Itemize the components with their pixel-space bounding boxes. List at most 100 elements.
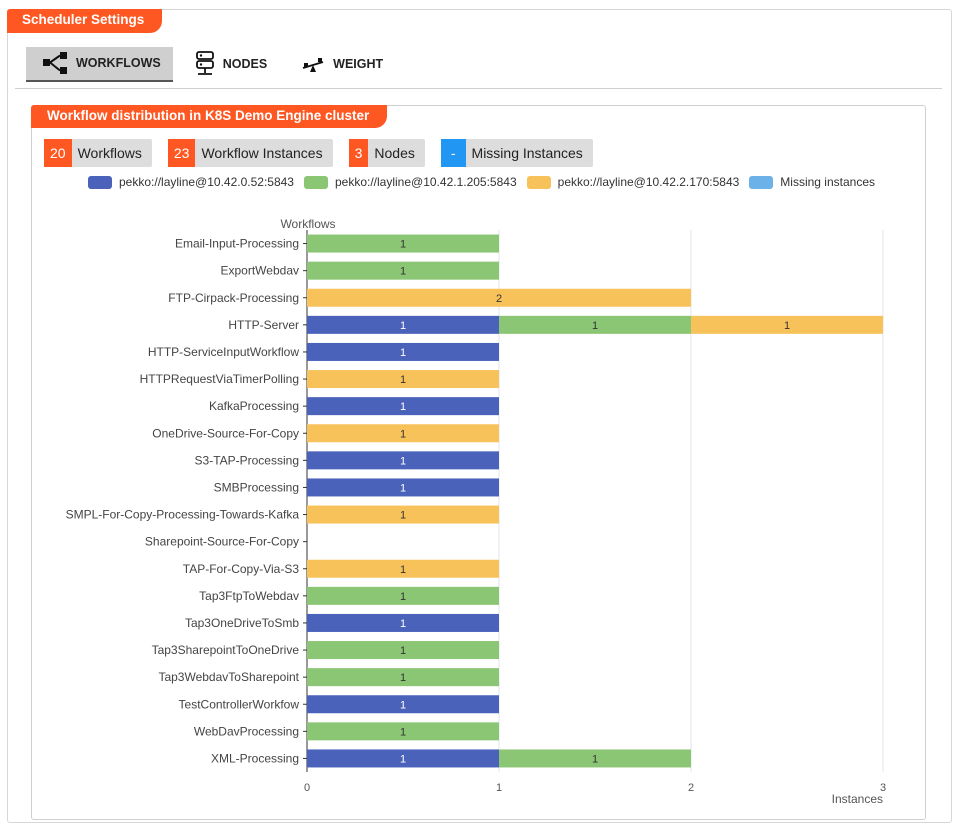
panel-title: Workflow distribution in K8S Demo Engine…	[31, 105, 388, 128]
scheduler-settings-title: Scheduler Settings	[7, 9, 163, 33]
bar-value-label: 1	[400, 428, 406, 440]
bar-value-label: 1	[784, 320, 790, 332]
stat-instances-value: 23	[167, 139, 196, 167]
bar-value-label: 1	[400, 455, 406, 467]
category-label: HTTP-Server	[228, 318, 299, 332]
category-label: Tap3OneDriveToSmb	[185, 616, 299, 630]
legend-label: pekko://layline@10.42.1.205:5843	[334, 175, 517, 189]
bar-value-label: 1	[400, 510, 406, 522]
bar-segment	[307, 370, 499, 389]
workflow-share-icon	[43, 52, 67, 74]
legend-swatch	[303, 175, 328, 189]
bar-segment	[307, 641, 499, 660]
category-label: Sharepoint-Source-For-Copy	[145, 535, 299, 549]
category-label: SMBProcessing	[214, 480, 299, 494]
stat-instances: 23 Workflow Instances	[167, 139, 333, 167]
bar-segment	[307, 342, 499, 361]
category-label: WebDavProcessing	[194, 724, 299, 738]
category-label: KafkaProcessing	[209, 399, 299, 413]
bar-segment	[307, 261, 499, 280]
tab-weight[interactable]: WEIGHT	[285, 47, 395, 82]
bar-value-label: 1	[400, 320, 406, 332]
tab-workflows-label: WORKFLOWS	[76, 56, 161, 70]
category-label: SMPL-For-Copy-Processing-Towards-Kafka	[66, 508, 300, 522]
bar-segment	[307, 451, 499, 470]
stat-missing-label: Missing Instances	[471, 145, 583, 161]
bar-value-label: 1	[400, 401, 406, 413]
category-label: OneDrive-Source-For-Copy	[152, 426, 299, 440]
bar-value-label: 1	[400, 645, 406, 657]
bar-segment	[307, 749, 499, 768]
bar-segment	[307, 397, 499, 416]
bar-value-label: 1	[400, 266, 406, 278]
stat-missing: - Missing Instances	[440, 139, 593, 167]
bar-value-label: 1	[592, 320, 598, 332]
weight-scale-icon	[302, 58, 324, 72]
legend-swatch	[526, 175, 551, 189]
legend-label: pekko://layline@10.42.2.170:5843	[557, 175, 740, 189]
tab-divider	[15, 88, 942, 89]
x-tick-label: 2	[688, 782, 694, 794]
stat-workflows-value: 20	[44, 139, 72, 167]
stat-nodes-value: 3	[348, 139, 369, 167]
y-axis-title: Workflows	[280, 217, 335, 231]
bar-segment	[307, 505, 499, 524]
bar-value-label: 1	[400, 672, 406, 684]
bar-value-label: 1	[400, 753, 406, 765]
category-label: Email-Input-Processing	[175, 237, 299, 251]
category-label: XML-Processing	[211, 751, 299, 765]
legend-swatch	[88, 175, 112, 189]
category-label: FTP-Cirpack-Processing	[168, 291, 299, 305]
tab-nodes[interactable]: NODES	[179, 47, 279, 82]
category-label: Tap3FtpToWebdav	[199, 589, 299, 603]
category-label: Tap3WebdavToSharepoint	[158, 670, 299, 684]
x-tick-label: 0	[304, 782, 310, 794]
bar-value-label: 1	[400, 618, 406, 630]
bar-value-label: 1	[400, 239, 406, 251]
legend-item-missing[interactable]: Missing instances	[749, 175, 875, 189]
bar-segment	[691, 315, 883, 334]
tab-nodes-label: NODES	[222, 57, 268, 71]
view-tabs: WORKFLOWS NODES WEIGHT	[26, 46, 401, 82]
x-tick-label: 1	[496, 782, 502, 794]
tab-weight-label: WEIGHT	[333, 57, 384, 71]
legend-label: pekko://layline@10.42.0.52:5843	[119, 175, 294, 189]
bar-segment	[499, 749, 691, 768]
bar-segment	[307, 559, 499, 578]
bar-value-label: 1	[400, 347, 406, 359]
legend-swatch	[749, 175, 774, 189]
legend-item-node-2[interactable]: pekko://layline@10.42.1.205:5843	[303, 175, 517, 189]
tab-workflows[interactable]: WORKFLOWS	[26, 46, 173, 82]
category-label: ExportWebdav	[221, 264, 300, 278]
category-label: HTTPRequestViaTimerPolling	[140, 372, 299, 386]
stat-instances-label: Workflow Instances	[201, 145, 323, 161]
bar-segment	[307, 288, 691, 307]
bar-segment	[307, 613, 499, 632]
bar-value-label: 1	[400, 726, 406, 738]
legend-label: Missing instances	[780, 175, 876, 189]
bar-value-label: 1	[592, 753, 598, 765]
x-tick-label: 3	[880, 782, 886, 794]
bar-value-label: 1	[400, 564, 406, 576]
bar-segment	[307, 668, 499, 687]
legend-item-node-3[interactable]: pekko://layline@10.42.2.170:5843	[526, 175, 740, 189]
stat-nodes: 3 Nodes	[348, 139, 425, 167]
bar-segment	[307, 695, 499, 714]
bar-value-label: 2	[496, 293, 502, 305]
stat-workflows: 20 Workflows	[44, 139, 152, 167]
bar-value-label: 1	[400, 591, 406, 603]
bar-value-label: 1	[400, 482, 406, 494]
stat-workflows-label: Workflows	[77, 145, 142, 161]
category-label: TAP-For-Copy-Via-S3	[183, 562, 300, 576]
distribution-panel	[31, 105, 926, 820]
stat-nodes-label: Nodes	[374, 145, 415, 161]
stat-missing-value: -	[440, 139, 466, 167]
bar-value-label: 1	[400, 699, 406, 711]
category-label: Tap3SharepointToOneDrive	[152, 643, 300, 657]
bar-segment	[307, 586, 499, 605]
bar-segment	[307, 424, 499, 443]
bar-value-label: 1	[400, 374, 406, 386]
x-axis-title: Instances	[832, 792, 883, 806]
legend-item-node-1[interactable]: pekko://layline@10.42.0.52:5843	[88, 175, 294, 189]
